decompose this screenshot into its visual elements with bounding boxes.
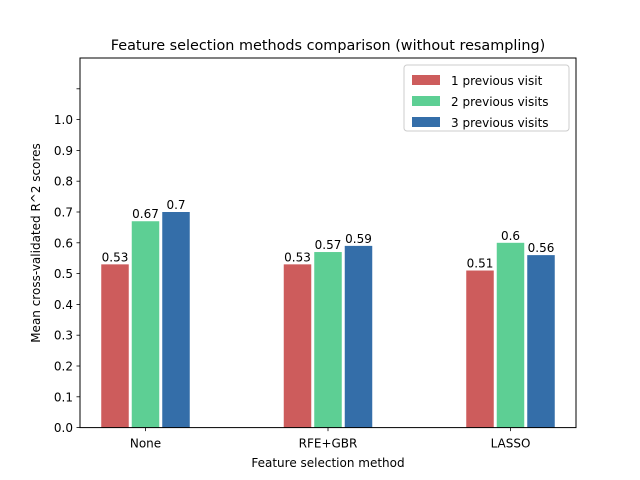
y-tick-label: 0.7 (54, 206, 73, 220)
bar-value-label: 0.53 (284, 250, 311, 264)
legend-swatch (412, 117, 440, 127)
y-tick-label: 1.0 (54, 113, 73, 127)
x-tick-label: LASSO (491, 437, 531, 451)
bar-value-label: 0.59 (345, 232, 372, 246)
x-axis-label: Feature selection method (251, 456, 404, 470)
chart-title: Feature selection methods comparison (wi… (111, 38, 546, 54)
y-tick-label: 0.5 (54, 267, 73, 281)
legend-label: 2 previous visits (451, 95, 549, 109)
legend-label: 1 previous visit (451, 74, 543, 88)
y-tick-label: 0.0 (54, 421, 73, 435)
y-axis-label: Mean cross-validated R^2 scores (29, 143, 43, 343)
y-tick-label: 0.9 (54, 144, 73, 158)
bars: 0.53 0.53 0.51 0.67 0.57 0.6 0.7 0.59 0.56 (101, 198, 555, 428)
bar (344, 245, 373, 428)
x-tick-label: None (130, 437, 161, 451)
bar-value-label: 0.7 (166, 198, 185, 212)
bar-value-label: 0.51 (467, 257, 494, 271)
y-tick-label: 0.6 (54, 236, 73, 250)
y-tick-label: 0.8 (54, 175, 73, 189)
y-tick-label: 0.1 (54, 390, 73, 404)
bar-value-label: 0.57 (315, 238, 342, 252)
y-tick-label: 0.4 (54, 298, 73, 312)
bar (162, 212, 190, 428)
bar (101, 264, 129, 428)
bar (131, 221, 160, 428)
legend-label: 3 previous visits (451, 116, 549, 130)
legend-swatch (412, 96, 440, 106)
bar-value-label: 0.53 (102, 250, 129, 264)
bar (496, 242, 525, 428)
legend-box (403, 64, 570, 132)
bar (466, 270, 494, 428)
bar (283, 264, 312, 428)
plot-frame (79, 57, 577, 429)
y-axis: 0.0 0.1 0.2 0.3 0.4 0.5 0.6 0.7 0.8 0.9 1.0 (54, 88, 80, 435)
y-tick-label: 0.2 (54, 360, 73, 374)
legend-swatch (412, 75, 440, 85)
x-axis: None RFE+GBR LASSO (130, 427, 531, 451)
x-tick-label: RFE+GBR (299, 437, 358, 451)
bar (527, 255, 555, 428)
y-tick-label: 0.3 (54, 329, 73, 343)
bar-value-label: 0.67 (132, 207, 159, 221)
bar-value-label: 0.6 (501, 229, 520, 243)
bar-value-label: 0.56 (528, 241, 555, 255)
legend: 1 previous visit 2 previous visits 3 previ… (403, 64, 570, 132)
bar (314, 252, 342, 428)
